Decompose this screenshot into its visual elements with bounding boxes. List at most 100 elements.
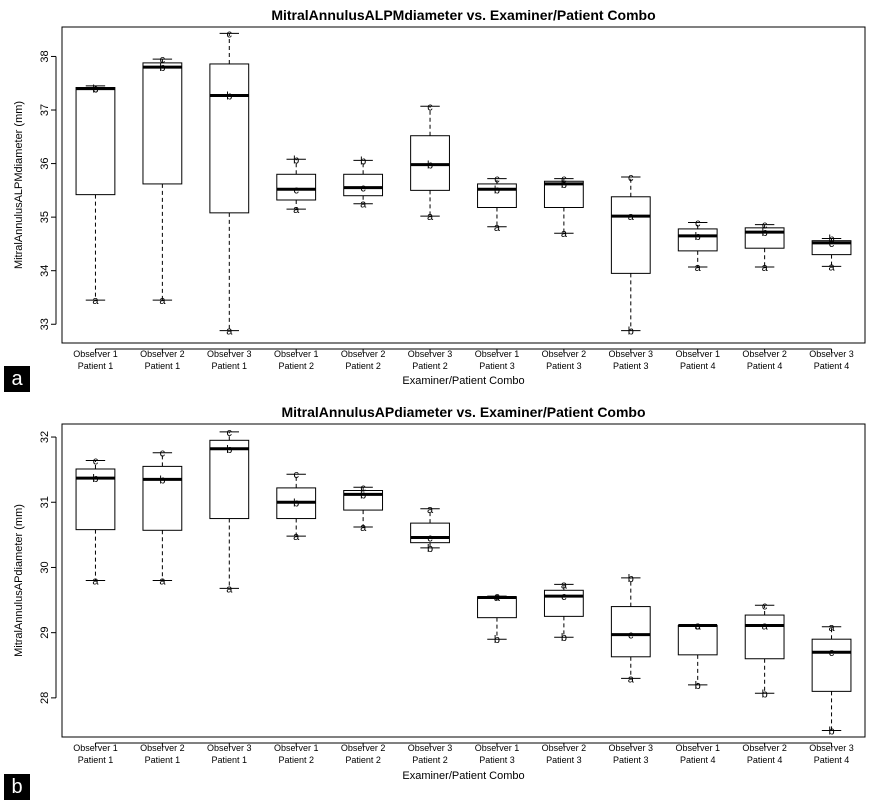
- x-tick-label: Patient 4: [747, 361, 783, 371]
- x-tick-label: Patient 2: [278, 755, 314, 765]
- point-label-b: b: [762, 688, 768, 700]
- box-group: [811, 238, 852, 267]
- box: [343, 490, 384, 511]
- box-group: [744, 604, 785, 694]
- x-tick-label: Patient 3: [546, 361, 582, 371]
- box-group: [276, 473, 317, 537]
- box-group: [410, 105, 450, 217]
- point-label-c: c: [762, 600, 768, 612]
- point-label-c: c: [427, 101, 433, 113]
- point-label-c: c: [160, 54, 166, 66]
- x-tick-label: Observer 2: [742, 349, 787, 359]
- point-label-a: a: [159, 295, 166, 307]
- point-label-a: a: [628, 673, 635, 685]
- point-label-a: a: [226, 326, 233, 338]
- x-tick-label: Observer 2: [341, 743, 386, 753]
- point-label-a: a: [427, 211, 434, 223]
- point-label-c: c: [695, 217, 701, 229]
- point-label-a: a: [226, 583, 233, 595]
- x-tick-label: Patient 3: [479, 755, 515, 765]
- x-tick-label: Patient 1: [212, 361, 248, 371]
- x-tick-label: Patient 1: [145, 755, 181, 765]
- x-tick-label: Observer 3: [609, 349, 654, 359]
- boxplot-chart-ap-diameter: MitralAnnulusAPdiameter vs. Examiner/Pat…: [13, 404, 866, 782]
- x-axis-label: Examiner/Patient Combo: [402, 770, 524, 782]
- point-label-c: c: [160, 448, 166, 460]
- x-tick-label: Observer 2: [140, 743, 185, 753]
- box: [209, 63, 250, 214]
- point-label-b: b: [561, 179, 567, 191]
- point-label-c: c: [293, 184, 299, 196]
- x-tick-label: Patient 4: [680, 755, 716, 765]
- plot-frame: [61, 26, 866, 344]
- box-group: [75, 460, 116, 581]
- x-tick-label: Observer 3: [609, 743, 654, 753]
- point-label-a: a: [293, 531, 300, 543]
- box: [811, 240, 852, 256]
- box-group: [543, 178, 584, 234]
- x-tick-label: Observer 2: [140, 349, 185, 359]
- point-label-c: c: [93, 456, 99, 468]
- x-tick-label: Patient 1: [145, 361, 181, 371]
- box: [209, 439, 250, 520]
- point-label-b: b: [226, 91, 232, 103]
- chart-title: MitralAnnulusALPMdiameter vs. Examiner/P…: [271, 7, 655, 23]
- x-tick-label: Observer 1: [73, 349, 118, 359]
- point-label-b: b: [628, 573, 634, 585]
- x-tick-label: Patient 3: [479, 361, 515, 371]
- point-label-c: c: [494, 174, 500, 186]
- point-label-b: b: [828, 725, 834, 737]
- box-group: [343, 486, 384, 528]
- box-group: [543, 583, 584, 638]
- x-tick-label: Patient 3: [613, 755, 649, 765]
- x-tick-label: Observer 2: [542, 743, 587, 753]
- point-label-b: b: [762, 227, 768, 239]
- x-tick-label: Observer 1: [73, 743, 118, 753]
- x-axis-label: Examiner/Patient Combo: [402, 375, 524, 387]
- box-group: [610, 577, 651, 679]
- point-label-c: c: [93, 84, 99, 96]
- x-tick-label: Observer 1: [274, 743, 319, 753]
- y-tick-label: 30: [39, 561, 51, 573]
- box-group: [142, 58, 183, 301]
- box-group: [209, 431, 250, 589]
- box-group: [677, 221, 718, 268]
- point-label-c: c: [628, 172, 634, 184]
- x-tick-label: Observer 3: [809, 743, 854, 753]
- point-label-b: b: [360, 489, 366, 501]
- box: [744, 614, 785, 660]
- point-label-a: a: [561, 228, 568, 240]
- x-tick-label: Patient 3: [546, 755, 582, 765]
- point-label-c: c: [494, 591, 500, 603]
- point-label-a: a: [695, 620, 702, 632]
- x-tick-label: Patient 1: [78, 755, 114, 765]
- box: [343, 173, 384, 197]
- point-label-a: a: [561, 579, 568, 591]
- point-label-b: b: [494, 184, 500, 196]
- point-label-b: b: [427, 160, 433, 172]
- point-label-c: c: [360, 183, 366, 195]
- x-tick-label: Patient 1: [78, 361, 114, 371]
- point-label-a: a: [92, 576, 99, 588]
- point-label-c: c: [762, 220, 768, 232]
- point-label-c: c: [427, 532, 433, 544]
- y-tick-label: 34: [39, 265, 51, 277]
- x-tick-label: Patient 3: [613, 361, 649, 371]
- x-tick-label: Patient 2: [345, 755, 381, 765]
- x-tick-label: Observer 2: [542, 349, 587, 359]
- box: [543, 589, 584, 617]
- point-label-c: c: [628, 630, 634, 642]
- point-label-b: b: [494, 634, 500, 646]
- x-tick-label: Observer 1: [675, 349, 720, 359]
- x-tick-label: Patient 4: [814, 755, 850, 765]
- box: [142, 465, 183, 531]
- boxplot-chart-alpm-diameter: MitralAnnulusALPMdiameter vs. Examiner/P…: [13, 7, 866, 387]
- x-tick-label: Patient 4: [747, 755, 783, 765]
- box: [142, 62, 183, 185]
- point-label-a: a: [828, 261, 835, 273]
- box: [276, 173, 317, 201]
- point-label-a: a: [360, 199, 367, 211]
- point-label-b: b: [695, 680, 701, 692]
- point-label-c: c: [561, 591, 567, 603]
